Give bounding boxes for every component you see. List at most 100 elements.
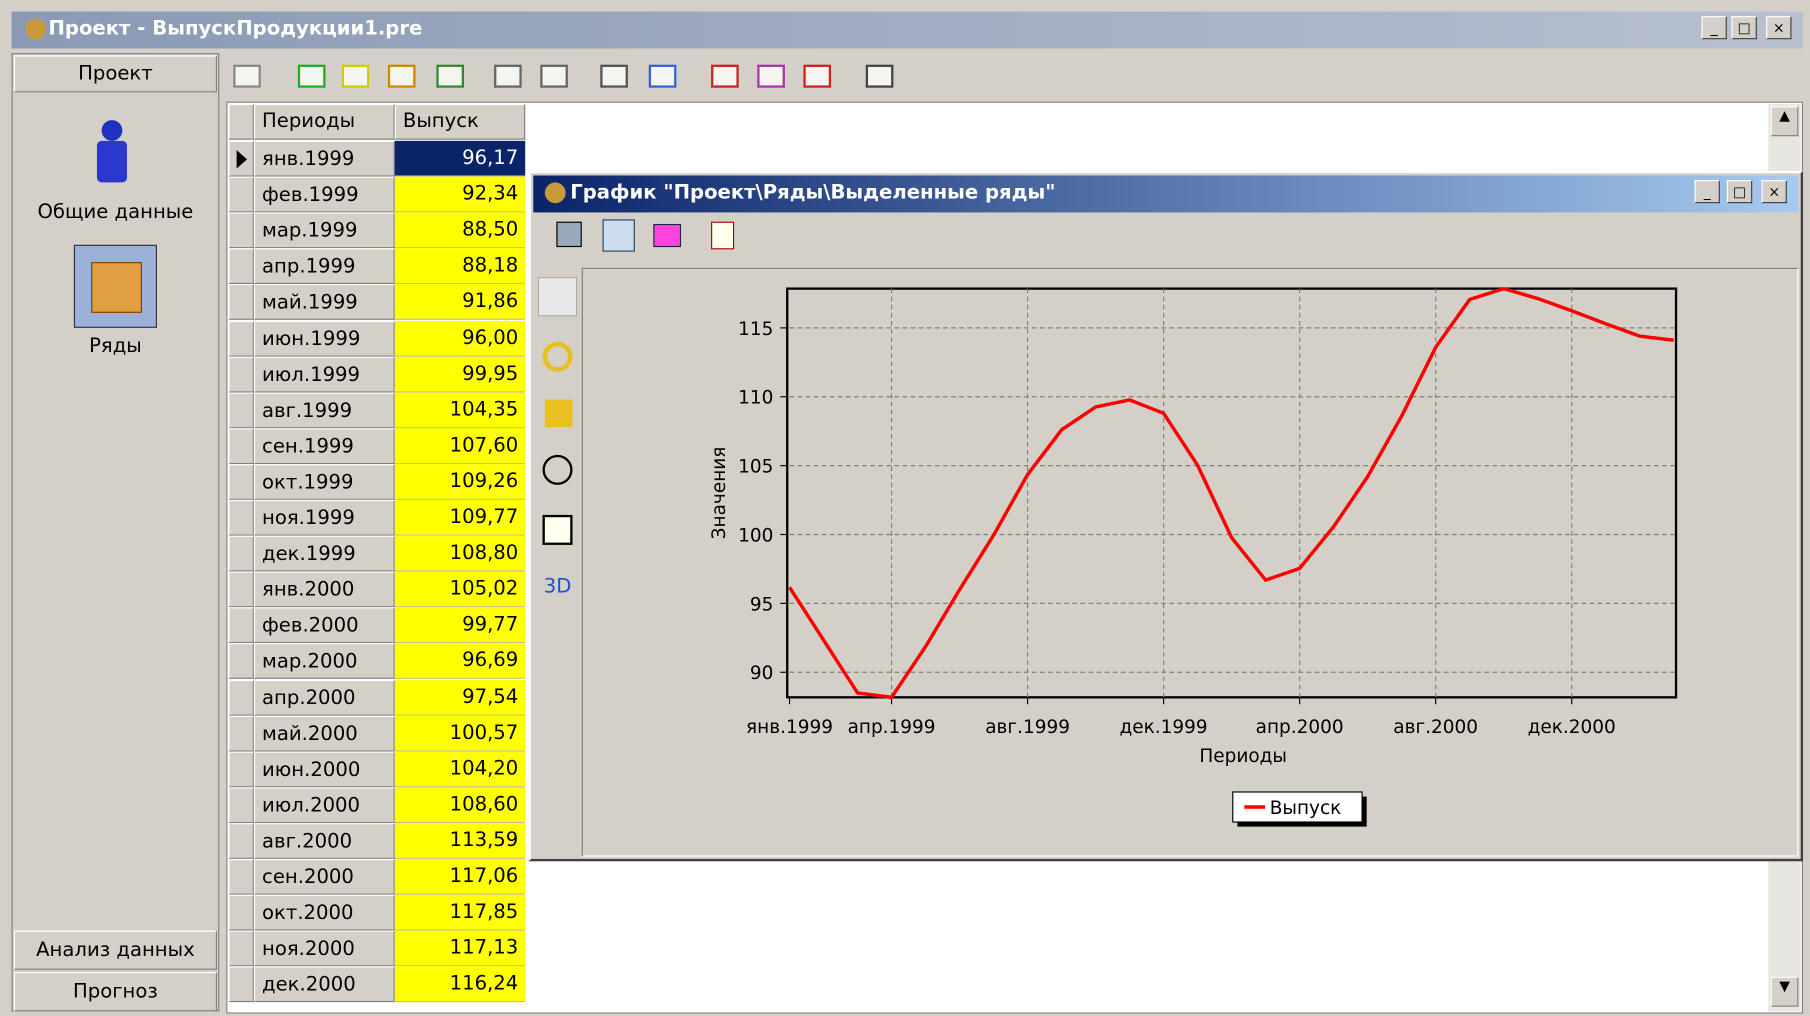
period-cell: фев.1999 (253, 176, 395, 213)
period-cell: окт.1999 (253, 463, 395, 500)
close[interactable]: × (1761, 180, 1787, 204)
tool-button[interactable] (600, 64, 628, 88)
series-icon[interactable] (73, 244, 157, 328)
y-tick-label: 115 (738, 319, 773, 340)
period-cell: май.1999 (253, 284, 395, 321)
y-tick-label: 95 (750, 594, 774, 615)
period-cell: июн.2000 (253, 751, 395, 788)
column-header: Периоды (253, 103, 395, 140)
x-tick-label: дек.2000 (1528, 717, 1616, 738)
tool-button[interactable] (711, 64, 739, 88)
sidebar-footer[interactable]: Анализ данных (13, 930, 218, 970)
close[interactable]: × (1766, 16, 1792, 40)
maximize[interactable]: □ (1731, 16, 1757, 40)
minimize[interactable]: _ (1694, 180, 1720, 204)
sidebar-footer[interactable]: Прогноз (13, 972, 218, 1012)
tool-button[interactable] (233, 64, 261, 88)
tool-button[interactable] (757, 64, 785, 88)
y-tick-label: 105 (738, 457, 773, 478)
tool-button[interactable] (648, 64, 677, 88)
tool-button[interactable] (540, 64, 568, 88)
tool[interactable] (556, 221, 582, 248)
period-cell: фев.2000 (253, 607, 395, 644)
period-cell: апр.2000 (253, 679, 395, 716)
x-tick-label: янв.1999 (746, 717, 833, 738)
value-cell: 88,18 (394, 248, 526, 285)
row-header (228, 715, 254, 752)
title-bar: Проект - ВыпускПродукции1.pre (11, 11, 1804, 49)
row-header (228, 823, 254, 859)
period-cell: ноя.1999 (253, 499, 395, 536)
tool-button[interactable] (387, 64, 416, 88)
value-cell: 99,95 (394, 356, 526, 393)
period-cell: янв.2000 (253, 571, 395, 608)
tool[interactable] (711, 221, 735, 250)
period-cell: июн.1999 (253, 320, 395, 357)
row-header (228, 966, 254, 1003)
period-cell: июл.2000 (253, 787, 395, 824)
value-cell: 96,17 (394, 140, 526, 177)
minimize[interactable]: _ (1701, 16, 1727, 40)
tool[interactable] (602, 219, 635, 252)
period-cell: сен.2000 (253, 858, 395, 895)
value-cell: 107,60 (394, 428, 526, 464)
tool-button[interactable] (436, 64, 465, 88)
x-axis-title: Периоды (1199, 746, 1287, 767)
tool[interactable] (542, 341, 573, 372)
x-tick-label: дек.1999 (1120, 717, 1208, 738)
tool-button[interactable] (297, 64, 326, 88)
row-header (228, 284, 254, 321)
row-header (228, 607, 254, 644)
period-cell: сен.1999 (253, 428, 395, 464)
tool[interactable] (544, 399, 573, 428)
legend-box (1232, 791, 1363, 823)
period-cell: янв.1999 (253, 140, 395, 177)
value-cell: 117,85 (394, 894, 526, 931)
period-cell: ноя.2000 (253, 930, 395, 967)
series-line (788, 286, 1674, 700)
tool[interactable] (542, 454, 573, 485)
row-header-corner (228, 103, 254, 140)
row-header (228, 463, 254, 500)
row-header (228, 140, 254, 177)
x-tick-label: авг.1999 (985, 717, 1070, 738)
row-header (228, 392, 254, 429)
value-cell: 104,20 (394, 751, 526, 788)
period-cell: авг.2000 (253, 823, 395, 859)
y-tick-label: 90 (750, 663, 774, 684)
value-cell: 117,06 (394, 858, 526, 895)
row-header (228, 248, 254, 285)
value-cell: 108,60 (394, 787, 526, 824)
tool[interactable] (537, 277, 578, 317)
maximize[interactable]: □ (1726, 180, 1753, 204)
period-cell: мар.1999 (253, 212, 395, 249)
general-icon (90, 120, 136, 185)
period-cell: май.2000 (253, 715, 395, 752)
row-header (228, 176, 254, 213)
value-cell: 88,50 (394, 212, 526, 249)
tool-button[interactable] (494, 64, 522, 88)
tool-button[interactable] (341, 64, 370, 88)
y-tick-label: 110 (738, 388, 773, 409)
value-cell: 108,80 (394, 535, 526, 572)
row-header (228, 858, 254, 895)
period-cell: дек.1999 (253, 535, 395, 572)
value-cell: 104,35 (394, 392, 526, 429)
tool[interactable] (542, 514, 573, 545)
period-cell: мар.2000 (253, 643, 395, 680)
sidebar-header[interactable]: Проект (13, 55, 218, 93)
tool-3d[interactable]: 3D (543, 574, 572, 599)
sidebar-item[interactable]: Ряды (89, 334, 142, 358)
window-title: Проект - ВыпускПродукции1.pre (48, 17, 423, 41)
table: Периоды Выпуск янв.1999 96,17 фев.1999 92,34 м… (228, 103, 529, 1011)
sidebar-item[interactable]: Общие данные (37, 200, 194, 224)
tool-button[interactable] (865, 64, 894, 88)
tool[interactable] (653, 223, 682, 248)
row-header (228, 571, 254, 608)
tool-button[interactable] (803, 64, 832, 88)
row-header (228, 535, 254, 572)
row-header (228, 751, 254, 788)
value-cell: 116,24 (394, 966, 526, 1003)
